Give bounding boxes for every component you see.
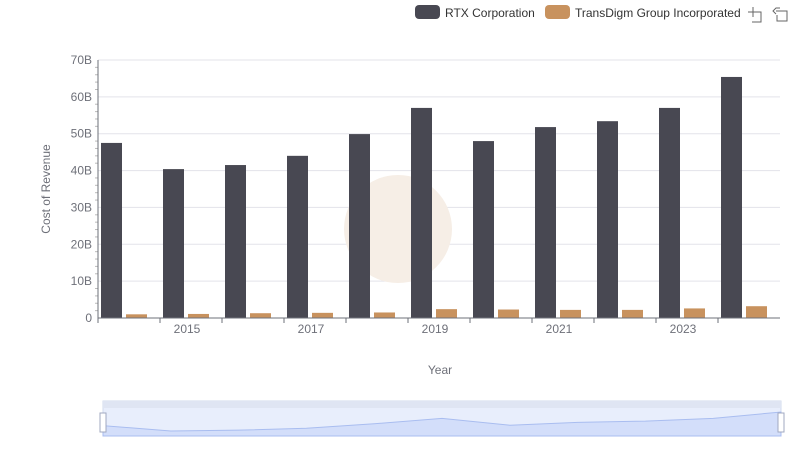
- bar-transdigm-2021[interactable]: [560, 309, 581, 318]
- bar-rtx-2019[interactable]: [411, 107, 432, 319]
- legend-swatch[interactable]: [545, 5, 570, 19]
- x-axis-title: Year: [428, 363, 452, 377]
- legend-swatch[interactable]: [415, 5, 440, 19]
- legend-label-transdigm[interactable]: TransDigm Group Incorporated: [575, 6, 741, 20]
- y-tick-label: 30B: [71, 200, 92, 214]
- x-tick-label: 2017: [298, 322, 325, 336]
- zoom-reset-icon[interactable]: [772, 7, 788, 22]
- bar-rtx-2024[interactable]: [721, 76, 742, 318]
- y-tick-label: 50B: [71, 127, 92, 141]
- bar-rtx-2016[interactable]: [225, 165, 246, 318]
- bar-transdigm-2018[interactable]: [374, 312, 395, 318]
- bar-transdigm-2022[interactable]: [622, 309, 643, 318]
- x-tick-label: 2015: [174, 322, 201, 336]
- x-tick-label: 2021: [546, 322, 573, 336]
- bar-rtx-2021[interactable]: [535, 127, 556, 318]
- data-zoom-icon[interactable]: [748, 7, 762, 23]
- bar-rtx-2023[interactable]: [659, 107, 680, 319]
- bar-transdigm-2020[interactable]: [498, 309, 519, 318]
- bar-rtx-2020[interactable]: [473, 141, 494, 318]
- bar-transdigm-2014[interactable]: [126, 314, 147, 318]
- bar-transdigm-2015[interactable]: [188, 313, 209, 318]
- data-zoom-right-handle[interactable]: [777, 412, 785, 433]
- bar-transdigm-2016[interactable]: [250, 313, 271, 318]
- y-tick-label: 40B: [71, 164, 92, 178]
- data-zoom-handle-bar[interactable]: [103, 401, 781, 408]
- x-tick-label: 2023: [670, 322, 697, 336]
- bar-rtx-2014[interactable]: [101, 142, 122, 318]
- bar-rtx-2018[interactable]: [349, 134, 370, 318]
- y-tick-label: 10B: [71, 274, 92, 288]
- y-tick-label: 0: [85, 311, 92, 325]
- y-tick-label: 20B: [71, 237, 92, 251]
- y-tick-label: 70B: [71, 53, 92, 67]
- bar-transdigm-2019[interactable]: [436, 309, 457, 318]
- bar-rtx-2017[interactable]: [287, 155, 308, 318]
- bar-rtx-2015[interactable]: [163, 169, 184, 318]
- bar-transdigm-2024[interactable]: [746, 306, 767, 318]
- bar-transdigm-2023[interactable]: [684, 308, 705, 318]
- bar-transdigm-2017[interactable]: [312, 312, 333, 318]
- x-tick-label: 2019: [422, 322, 449, 336]
- bar-rtx-2022[interactable]: [597, 121, 618, 318]
- y-tick-label: 60B: [71, 90, 92, 104]
- legend-label-rtx[interactable]: RTX Corporation: [445, 6, 535, 20]
- y-axis-title: Cost of Revenue: [39, 144, 53, 234]
- data-zoom-preview: [102, 411, 782, 437]
- data-zoom-left-handle[interactable]: [99, 412, 107, 433]
